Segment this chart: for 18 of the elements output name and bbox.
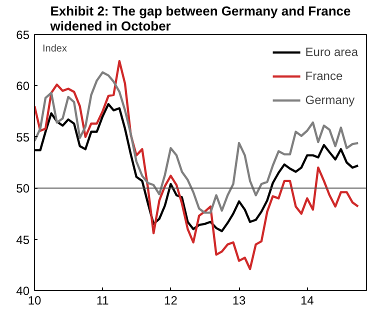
- y-tick-label: 40: [16, 284, 30, 298]
- x-tick-label: 10: [28, 294, 42, 308]
- line-series: [34, 60, 360, 270]
- y-tick-label: 45: [16, 232, 30, 247]
- legend-label: Germany: [305, 93, 355, 107]
- line-series: [34, 71, 360, 214]
- y-tick-label: 50: [16, 182, 30, 196]
- y-tick-label: 60: [16, 79, 30, 94]
- x-tick-label: 12: [164, 294, 178, 308]
- x-tick-label: 13: [232, 294, 246, 308]
- legend-label: France: [305, 69, 343, 83]
- x-tick-label: 14: [300, 294, 314, 308]
- legend-label: Euro area: [305, 45, 358, 59]
- x-tick-label: 11: [96, 294, 110, 308]
- y-tick-label: 65: [16, 28, 30, 42]
- y-axis-title: Index: [42, 44, 67, 54]
- chart-title: Exhibit 2: The gap between Germany and France widened in October: [49, 4, 351, 34]
- y-tick-label: 55: [16, 130, 30, 144]
